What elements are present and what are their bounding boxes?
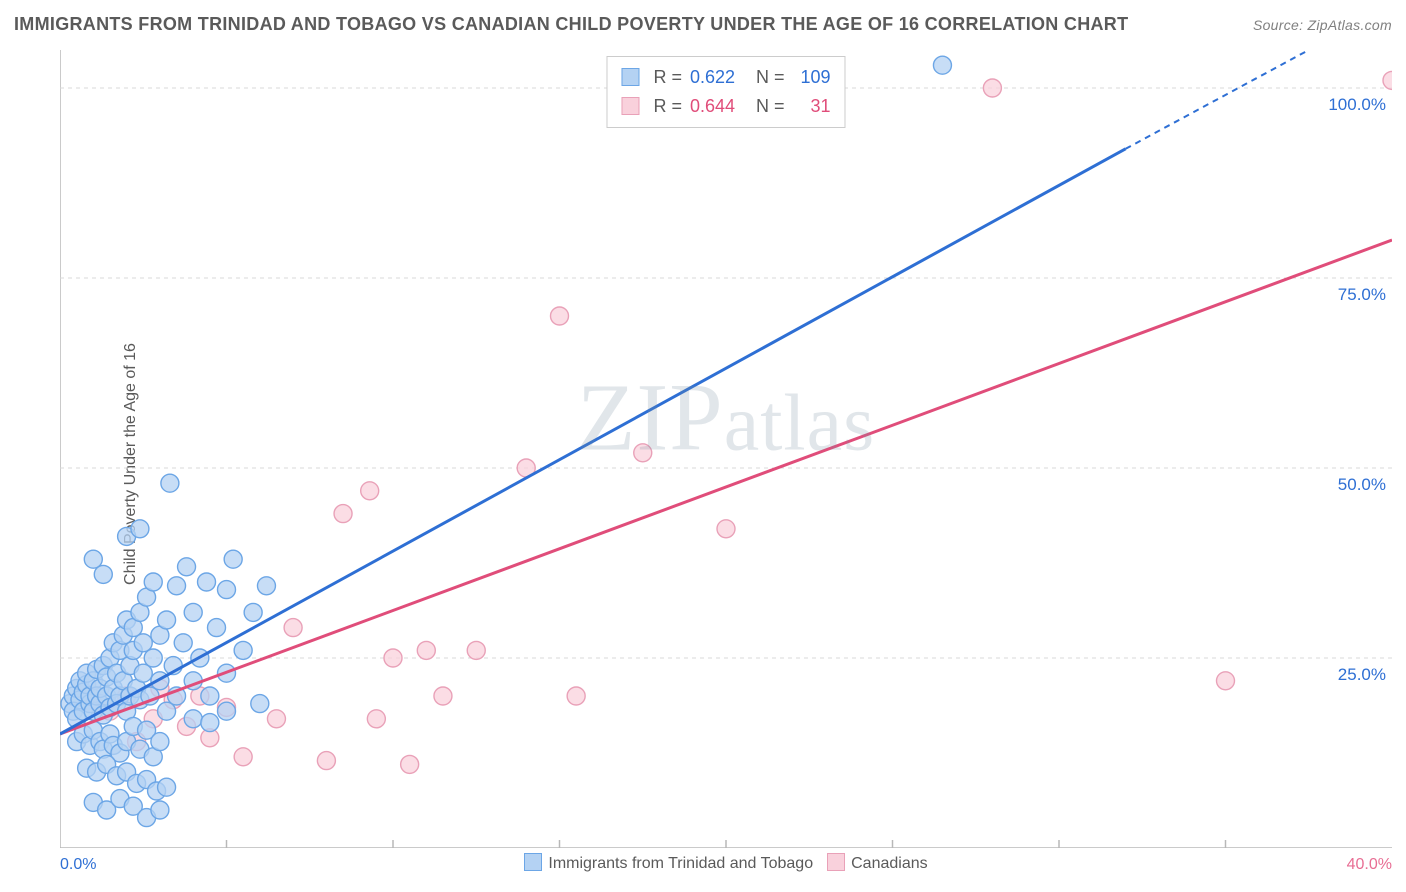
source-label: Source: ZipAtlas.com [1253,17,1392,33]
stats-row-canadians: R =0.644 N = 31 [621,92,830,121]
scatter-plot: ZIPatlas R =0.622 N =109 R =0.644 N = 31… [60,50,1392,848]
swatch-immigrants-icon [524,853,542,871]
stats-legend: R =0.622 N =109 R =0.644 N = 31 [606,56,845,128]
legend-item-immigrants: Immigrants from Trinidad and Tobago [524,853,813,873]
legend-item-canadians: Canadians [827,853,928,873]
swatch-canadians-icon [827,853,845,871]
x-axis-start: 0.0% [60,856,96,874]
svg-text:50.0%: 50.0% [1338,475,1386,494]
svg-text:100.0%: 100.0% [1328,95,1386,114]
x-axis-legend: 0.0% Immigrants from Trinidad and Tobago… [60,848,1392,878]
x-axis-end: 40.0% [1347,856,1392,874]
swatch-canadians-icon [621,97,639,115]
swatch-immigrants-icon [621,68,639,86]
svg-text:75.0%: 75.0% [1338,285,1386,304]
svg-text:25.0%: 25.0% [1338,665,1386,684]
chart-title: IMMIGRANTS FROM TRINIDAD AND TOBAGO VS C… [14,14,1128,35]
stats-row-immigrants: R =0.622 N =109 [621,63,830,92]
chart-svg: 25.0% 50.0% 75.0% 100.0% [60,50,1392,848]
